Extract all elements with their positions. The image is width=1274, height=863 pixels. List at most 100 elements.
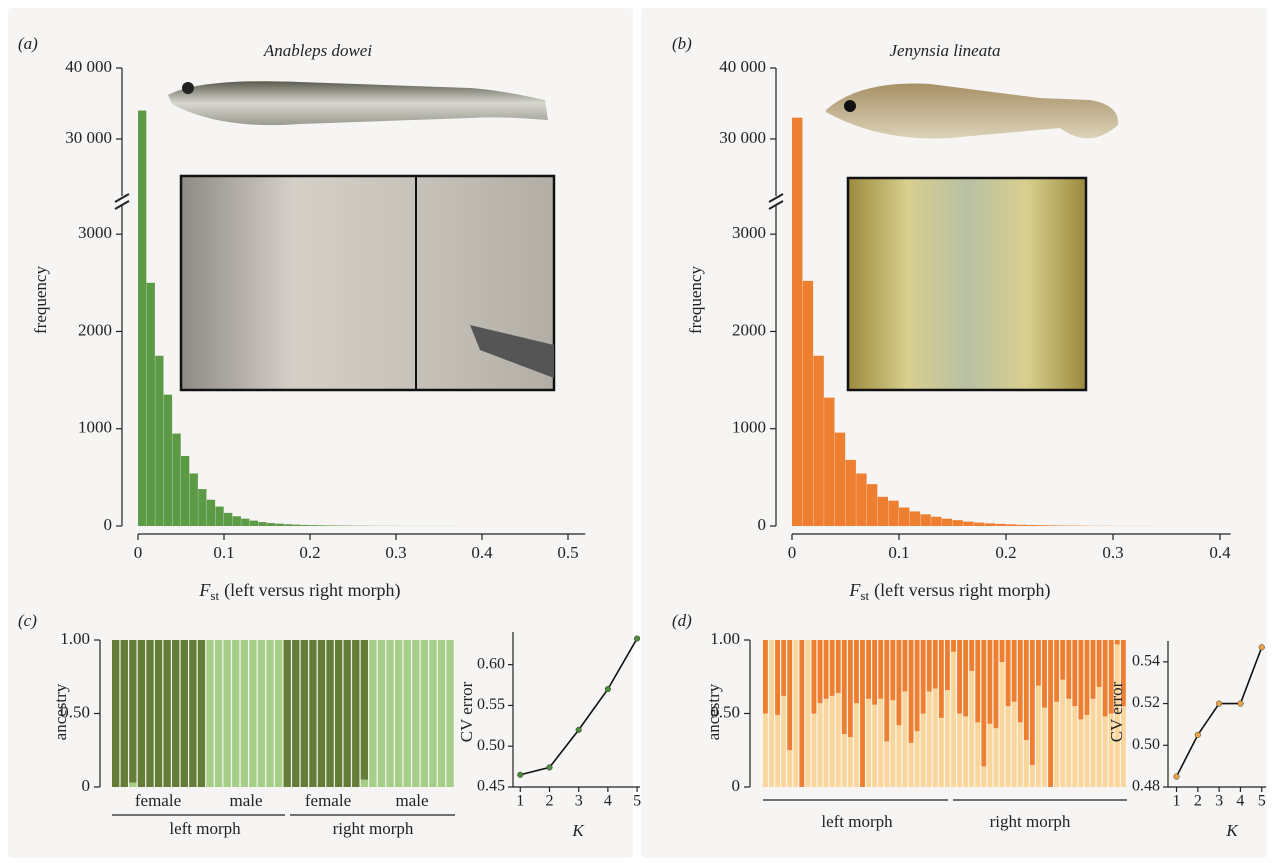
x-tick-label: 0.2 (995, 543, 1016, 562)
bar-segment (812, 640, 817, 714)
bar-segment (1066, 640, 1071, 699)
bar-segment (981, 640, 986, 766)
panel-label: (a) (18, 34, 38, 53)
x-tick-label: 0 (134, 543, 143, 562)
histogram-bar (207, 500, 215, 526)
bar-segment (921, 640, 926, 714)
histogram-bar (250, 521, 258, 526)
cv-point (1238, 701, 1244, 707)
cv-point (1195, 732, 1201, 738)
histogram-bar (293, 525, 301, 526)
bar-segment (787, 640, 792, 750)
bar-segment (1042, 640, 1047, 708)
x-tick-label: 4 (1236, 793, 1244, 810)
bar-segment (957, 714, 962, 788)
histogram-bar (224, 513, 232, 526)
bar-segment (223, 640, 230, 787)
group-label: male (229, 791, 262, 810)
bar-segment (206, 640, 213, 787)
bar-segment (309, 640, 316, 787)
y-tick-label: 0 (758, 515, 767, 534)
bar-segment (896, 725, 901, 787)
bar-segment (775, 715, 780, 787)
bar-segment (386, 640, 393, 787)
bar-segment (848, 737, 853, 787)
bar-segment (421, 640, 428, 787)
y-tick-label: 40 000 (719, 57, 766, 76)
bar-segment (1066, 699, 1071, 787)
bar-segment (951, 640, 956, 652)
photo-inset (848, 178, 1086, 390)
bar-segment (781, 640, 786, 696)
bar-segment (763, 640, 768, 714)
chart-title: Anableps dowei (263, 41, 372, 60)
x-axis-label: Fst(left versus right morph) (198, 580, 400, 603)
bar-segment (896, 640, 901, 725)
x-label-text: (left versus right morph) (224, 580, 400, 601)
histogram-bar (878, 497, 888, 526)
y-axis-label: CV error (457, 681, 476, 742)
panel-label: (b) (672, 34, 692, 53)
bar-segment (1024, 740, 1029, 787)
bar-segment (1097, 640, 1102, 687)
bar-segment (890, 700, 895, 787)
bar-segment (933, 689, 938, 787)
x-tick-label: 2 (1194, 793, 1202, 810)
group-label: female (305, 791, 351, 810)
y-axis-label: frequency (686, 266, 705, 334)
bar-segment (1078, 640, 1083, 719)
bar-segment (994, 640, 999, 728)
bar-segment (909, 743, 914, 787)
bar-segment (927, 691, 932, 787)
bar-segment (805, 640, 810, 787)
bar-segment (933, 640, 938, 689)
bar-segment (361, 780, 368, 787)
histogram-bar (215, 507, 223, 526)
bar-segment (404, 640, 411, 787)
bar-segment (890, 640, 895, 700)
bar-segment (344, 640, 351, 787)
bar-segment (352, 640, 359, 787)
bar-segment (836, 693, 841, 787)
y-tick-label: 30 000 (719, 128, 766, 147)
bar-segment (963, 640, 968, 716)
bar-segment (951, 652, 956, 787)
cv-point (634, 636, 640, 642)
histogram-bar (824, 398, 834, 526)
bar-segment (830, 696, 835, 787)
x-tick-label: 0.5 (557, 543, 578, 562)
bar-segment (763, 714, 768, 788)
bar-segment (429, 640, 436, 787)
histogram-bar (899, 508, 909, 526)
histogram-bar (327, 525, 335, 526)
bar-segment (121, 640, 128, 787)
y-tick-label: 30 000 (65, 128, 112, 147)
bar-segment (939, 640, 944, 718)
histogram-bar (301, 525, 309, 526)
histogram-bar (846, 460, 856, 526)
y-tick-label: 0.60 (477, 655, 505, 672)
bar-segment (987, 724, 992, 787)
cv-point (517, 772, 523, 778)
y-axis-label: ancestry (51, 683, 70, 740)
group-label: female (135, 791, 181, 810)
bar-segment (975, 722, 980, 787)
y-tick-label: 2000 (78, 320, 112, 339)
y-tick-label: 0 (82, 776, 91, 795)
bar-segment (129, 640, 136, 783)
bar-segment (446, 640, 453, 787)
y-tick-label: 0.50 (477, 737, 505, 754)
x-tick-label: 0.1 (213, 543, 234, 562)
bar-segment (781, 696, 786, 787)
y-tick-label: 3000 (732, 223, 766, 242)
bar-segment (945, 640, 950, 690)
bar-segment (1006, 640, 1011, 706)
histogram-bar (910, 511, 920, 526)
x-tick-label: 3 (1215, 793, 1223, 810)
bar-segment (842, 640, 847, 734)
histogram-bar (1006, 524, 1016, 526)
bar-segment (824, 640, 829, 699)
bar-segment (301, 640, 308, 787)
histogram-bar (1038, 525, 1048, 526)
bar-segment (181, 640, 188, 787)
